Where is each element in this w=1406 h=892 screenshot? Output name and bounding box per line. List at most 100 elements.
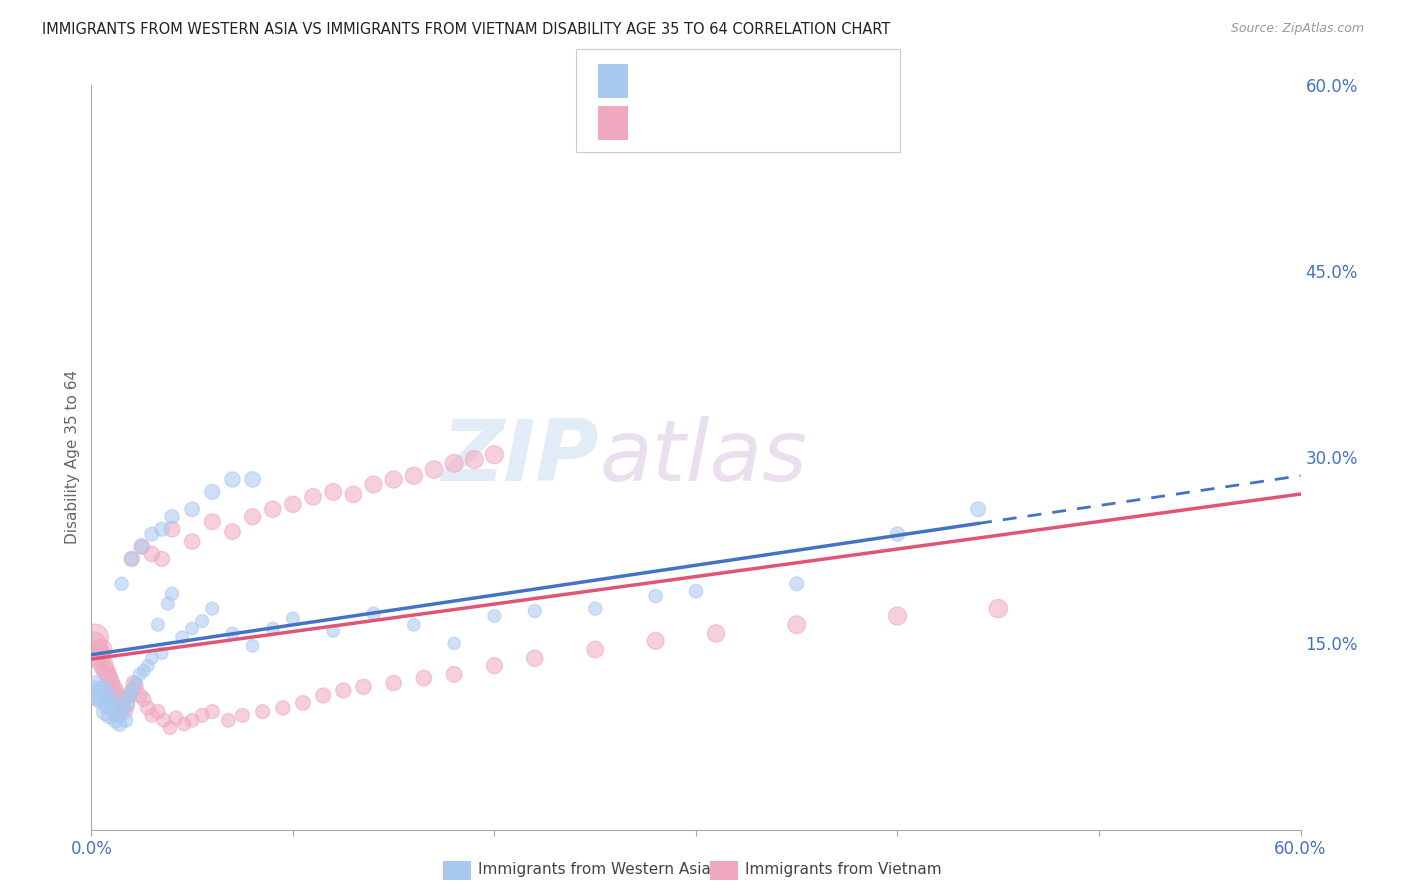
Point [128, 667, 150, 681]
Point [136, 658, 159, 673]
Point [90, 692, 112, 706]
Point [111, 696, 132, 710]
Text: 0.393: 0.393 [671, 115, 718, 133]
Point [89, 651, 111, 665]
Point [104, 714, 127, 728]
Point [221, 626, 243, 640]
Point [292, 696, 315, 710]
Point [103, 692, 125, 706]
Point [191, 614, 214, 628]
Point [262, 502, 284, 516]
Point [201, 515, 224, 529]
Point [242, 639, 264, 653]
Point [181, 714, 204, 728]
Point [165, 711, 187, 725]
Point [132, 692, 155, 706]
Text: N =: N = [735, 72, 772, 91]
Point [121, 683, 143, 698]
Point [172, 630, 194, 644]
Point [160, 522, 183, 536]
Point [131, 540, 153, 554]
Text: IMMIGRANTS FROM WESTERN ASIA VS IMMIGRANTS FROM VIETNAM DISABILITY AGE 35 TO 64 : IMMIGRANTS FROM WESTERN ASIA VS IMMIGRAN… [42, 22, 890, 37]
Point [84, 686, 107, 700]
Point [90, 642, 112, 657]
Point [704, 626, 727, 640]
Point [96, 698, 118, 713]
Point [104, 683, 127, 698]
Point [121, 683, 143, 698]
Point [160, 587, 183, 601]
Point [463, 452, 485, 467]
Text: R =: R = [640, 115, 676, 133]
Point [108, 692, 131, 706]
Point [382, 473, 405, 487]
Point [443, 667, 465, 681]
Point [886, 527, 908, 541]
Point [103, 680, 125, 694]
Point [131, 540, 153, 554]
Point [201, 601, 224, 615]
Point [146, 705, 169, 719]
Point [987, 601, 1010, 615]
Point [111, 576, 132, 591]
Point [111, 705, 132, 719]
Point [82, 639, 104, 653]
Point [484, 609, 506, 624]
Point [523, 651, 546, 665]
Point [153, 714, 176, 728]
Point [128, 689, 150, 703]
Point [114, 705, 136, 719]
Point [523, 604, 546, 618]
Point [146, 617, 169, 632]
Point [886, 609, 908, 624]
Point [402, 617, 425, 632]
Point [114, 714, 136, 728]
Point [112, 701, 135, 715]
Point [262, 622, 284, 636]
Point [363, 477, 385, 491]
Point [117, 698, 139, 713]
Point [302, 490, 325, 504]
Point [281, 611, 304, 625]
Point [89, 689, 111, 703]
Point [117, 696, 139, 710]
Point [271, 701, 294, 715]
Point [252, 705, 274, 719]
Point [221, 524, 243, 539]
Point [107, 689, 129, 703]
Point [281, 497, 304, 511]
Point [141, 527, 163, 541]
Point [93, 658, 115, 673]
Point [221, 473, 243, 487]
Point [141, 708, 163, 723]
Point [342, 487, 364, 501]
Point [201, 484, 224, 499]
Point [402, 468, 425, 483]
Point [118, 689, 141, 703]
Point [132, 664, 155, 678]
Point [181, 622, 204, 636]
Point [786, 617, 808, 632]
Point [150, 522, 173, 536]
Point [112, 698, 135, 713]
Point [84, 630, 107, 644]
Point [786, 576, 808, 591]
Point [382, 676, 405, 690]
Y-axis label: Disability Age 35 to 64: Disability Age 35 to 64 [65, 370, 80, 544]
Text: atlas: atlas [599, 416, 807, 499]
Point [141, 651, 163, 665]
Point [312, 689, 335, 703]
Point [156, 597, 179, 611]
Point [231, 708, 253, 723]
Point [125, 676, 148, 690]
Point [141, 547, 163, 561]
Point [644, 589, 666, 603]
Point [107, 708, 129, 723]
Point [100, 676, 122, 690]
Point [125, 680, 148, 694]
Point [122, 676, 145, 690]
Point [98, 671, 121, 685]
Text: 57: 57 [766, 72, 787, 91]
Point [96, 667, 118, 681]
Point [173, 717, 195, 731]
